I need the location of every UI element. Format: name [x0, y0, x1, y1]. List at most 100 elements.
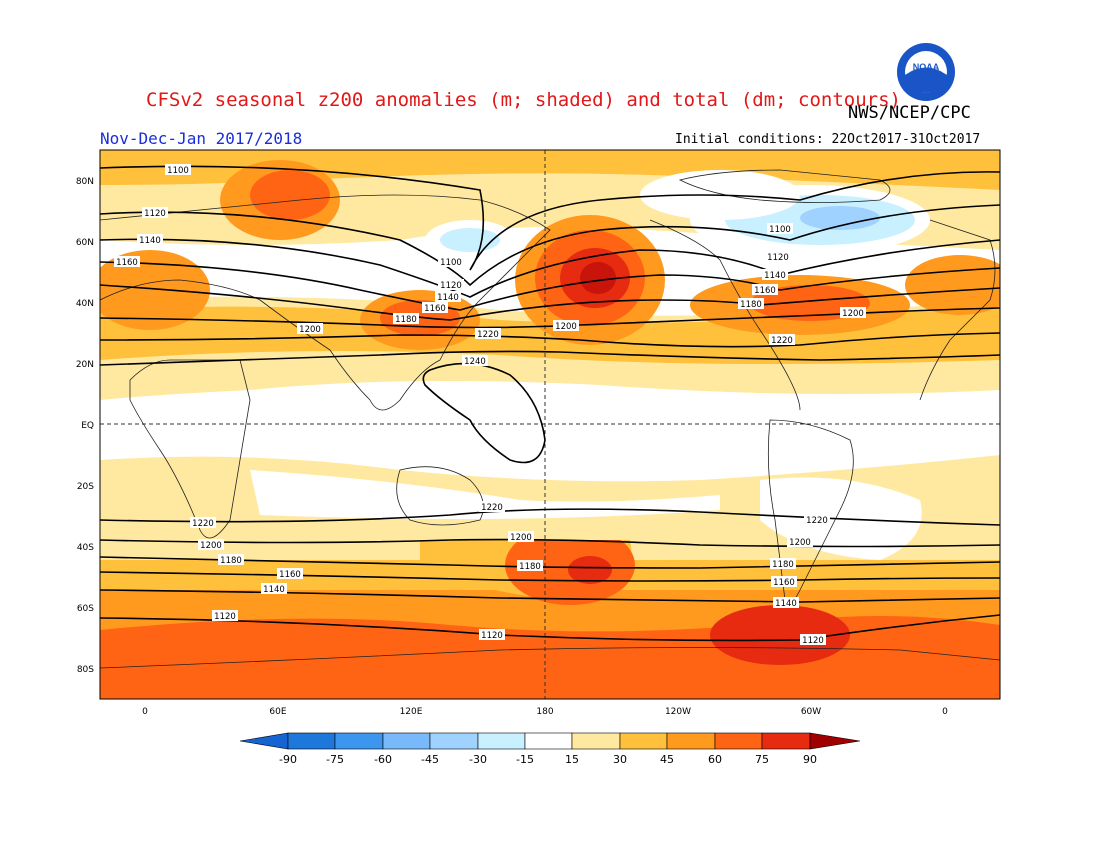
contour-1220-nh-b [100, 350, 1000, 366]
colorbar-tick: -90 [279, 753, 297, 766]
svg-text:1120: 1120 [440, 281, 462, 291]
longitude-axis: 0 60E 120E 180 120W 60W 0 [142, 707, 948, 717]
contour-label: 1160 [771, 576, 797, 588]
svg-text:1180: 1180 [519, 562, 541, 572]
colorbar-cell [571, 732, 621, 750]
contour-1240-nh [422, 362, 546, 464]
colorbar-cell [382, 732, 431, 750]
svg-text:1220: 1220 [192, 519, 214, 529]
colorbar-tick: 75 [755, 753, 769, 766]
contour-1160-nh [100, 261, 1000, 311]
contour-label: 1200 [198, 539, 224, 551]
anomaly-south-pacific-90 [568, 556, 612, 584]
contour-label: 1200 [787, 536, 813, 548]
svg-text:1160: 1160 [773, 578, 795, 588]
contour-label: 1120 [212, 610, 238, 622]
contour-label: 1120 [800, 634, 826, 646]
contour-label: 1180 [393, 313, 419, 325]
contour-label: 1100 [767, 223, 793, 235]
anomaly-north-high-45 [100, 150, 1000, 190]
colorbar-cell [429, 732, 479, 750]
anomaly-siberia-cold-15 [440, 228, 500, 252]
svg-text:1100: 1100 [769, 225, 791, 235]
svg-text:1220: 1220 [481, 503, 503, 513]
contour-1200-nh [100, 307, 1000, 329]
anomaly-south-atlantic [710, 605, 850, 665]
lat-label: 60S [77, 604, 94, 614]
contour-1200-sh [100, 538, 1000, 548]
contour-label: 1140 [137, 234, 163, 246]
colorbar-tick: -30 [469, 753, 487, 766]
colorbar-tick: -45 [421, 753, 439, 766]
contour-label: 1160 [752, 284, 778, 296]
anomaly-europe-east [905, 255, 1000, 315]
svg-text:1120: 1120 [481, 631, 503, 641]
svg-text:1220: 1220 [477, 330, 499, 340]
contour-label: 1200 [297, 323, 323, 335]
contour-label: 1220 [804, 514, 830, 526]
contour-label: 1200 [508, 531, 534, 543]
colorbar-tick: 45 [660, 753, 674, 766]
agency-label: NWS/NCEP/CPC [848, 103, 971, 123]
svg-text:1160: 1160 [754, 286, 776, 296]
svg-text:1120: 1120 [802, 636, 824, 646]
svg-text:1200: 1200 [789, 538, 811, 548]
contour-label: 1120 [479, 629, 505, 641]
contour-label: 1200 [553, 320, 579, 332]
colorbar-tick: -60 [374, 753, 392, 766]
noaa-logo-icon: NOAA [897, 43, 955, 101]
contour-label: 1180 [517, 560, 543, 572]
svg-text:1140: 1140 [437, 293, 459, 303]
svg-text:1160: 1160 [424, 304, 446, 314]
anomaly-north-pacific-90 [580, 262, 616, 294]
svg-text:1180: 1180 [772, 560, 794, 570]
colorbar-cell [761, 732, 811, 750]
latitude-axis: 80N 60N 40N 20N EQ 20S 40S 60S 80S [76, 177, 94, 675]
lat-label: 40S [77, 543, 94, 553]
lat-label: 20N [76, 360, 94, 370]
contour-label: 1120 [438, 279, 464, 291]
contour-1220-nh [100, 332, 1000, 348]
contour-label: 1180 [770, 558, 796, 570]
lat-label: EQ [81, 421, 94, 431]
svg-text:1160: 1160 [279, 570, 301, 580]
lon-label: 180 [536, 707, 553, 717]
svg-text:1180: 1180 [740, 300, 762, 310]
lat-label: 60N [76, 238, 94, 248]
anomaly-greenland-cold-30 [800, 206, 880, 230]
anomaly-europe [100, 250, 210, 330]
contour-label: 1180 [218, 554, 244, 566]
svg-text:1220: 1220 [806, 516, 828, 526]
contour-label: 1140 [435, 291, 461, 303]
svg-text:1120: 1120 [767, 253, 789, 263]
lon-label: 0 [142, 707, 148, 717]
svg-text:1200: 1200 [299, 325, 321, 335]
colorbar-cell-highest [809, 732, 861, 750]
svg-text:1160: 1160 [116, 258, 138, 268]
contour-1160-sh [100, 571, 1000, 582]
svg-text:1200: 1200 [842, 309, 864, 319]
colorbar-cell [287, 732, 336, 750]
colorbar-tick: 15 [565, 753, 579, 766]
colorbar-tick: -15 [516, 753, 534, 766]
colorbar-tick: 60 [708, 753, 722, 766]
svg-text:1220: 1220 [771, 336, 793, 346]
lon-label: 60E [269, 707, 286, 717]
anomaly-subtropical-south-inner [250, 470, 720, 519]
contour-label: 1140 [773, 597, 799, 609]
colorbar-cell [619, 732, 668, 750]
anomaly-eurasia-core [250, 170, 330, 220]
chart-title: CFSv2 seasonal z200 anomalies (m; shaded… [146, 89, 901, 111]
contour-label: 1200 [840, 307, 866, 319]
colorbar-cell [714, 732, 763, 750]
contour-labels: 1100 1120 1140 1160 1100 1120 1140 1160 … [114, 164, 866, 646]
contour-1220-sh [100, 508, 1000, 526]
colorbar-tick: -75 [326, 753, 344, 766]
colorbar: -90 -75 -60 -45 -30 -15 15 30 45 60 75 9… [239, 732, 861, 766]
lon-label: 120E [400, 707, 423, 717]
contour-label: 1180 [738, 298, 764, 310]
colorbar-tick: 30 [613, 753, 627, 766]
season-label: Nov-Dec-Jan 2017/2018 [100, 129, 303, 148]
initial-conditions-label: Initial conditions: 22Oct2017-31Oct2017 [675, 132, 981, 147]
